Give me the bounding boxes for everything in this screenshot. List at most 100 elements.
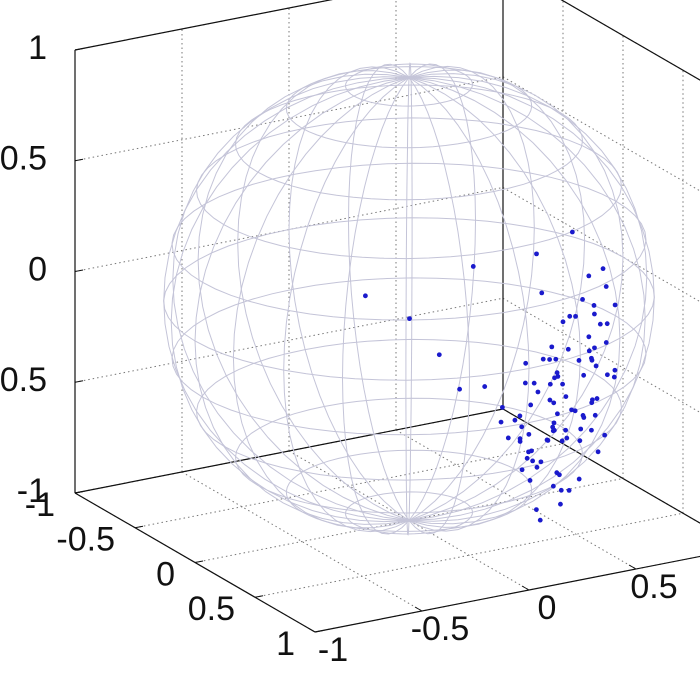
z-tick-label: 0.5	[0, 140, 47, 178]
point	[547, 381, 553, 387]
sphere-wire	[408, 77, 655, 521]
point	[593, 363, 599, 369]
grid-line	[181, 471, 423, 612]
point	[560, 381, 565, 387]
sphere-wire	[408, 73, 624, 521]
y-tick	[134, 525, 144, 529]
point	[500, 404, 505, 410]
grid-line	[502, 187, 700, 303]
point	[569, 407, 574, 413]
point	[527, 478, 533, 483]
point	[550, 424, 556, 430]
grid-line	[134, 443, 564, 529]
point	[519, 424, 525, 430]
grid-line	[194, 478, 624, 563]
grid-line	[254, 512, 684, 598]
point	[540, 356, 546, 362]
point	[604, 372, 610, 378]
point	[586, 348, 592, 354]
y-tick-label: -1	[25, 486, 55, 524]
point	[576, 358, 582, 363]
point	[565, 346, 571, 352]
point	[555, 411, 560, 417]
point	[586, 273, 592, 279]
axis-line	[74, 0, 333, 51]
y-tick	[74, 491, 84, 494]
point	[547, 357, 552, 362]
point	[552, 375, 557, 381]
grid-line	[502, 408, 700, 524]
point	[470, 264, 476, 269]
sphere-wire	[408, 77, 646, 522]
point	[563, 427, 569, 433]
point	[436, 352, 442, 358]
point	[589, 427, 594, 433]
point	[512, 417, 518, 423]
x-tick-label: 0	[538, 589, 557, 627]
point	[517, 439, 523, 444]
point	[534, 251, 539, 257]
point	[589, 355, 594, 361]
y-tick-label: 0	[156, 555, 175, 593]
sphere-wire	[163, 77, 410, 521]
point	[612, 302, 618, 308]
point	[526, 431, 532, 437]
point	[597, 321, 603, 327]
point	[457, 386, 462, 392]
point	[559, 438, 565, 444]
z-tick-label: 0	[28, 250, 47, 288]
point	[407, 316, 412, 322]
point	[592, 311, 597, 317]
point	[547, 397, 553, 403]
point	[519, 467, 525, 473]
point	[591, 303, 597, 308]
point	[549, 344, 555, 350]
sphere-wire	[288, 66, 410, 521]
grid-line	[395, 429, 637, 570]
point	[537, 517, 543, 523]
point	[554, 370, 560, 376]
point	[573, 313, 578, 319]
point	[505, 435, 511, 441]
point	[592, 412, 598, 418]
x-tick-label: 0.5	[630, 568, 677, 606]
sphere-wire	[405, 77, 410, 536]
point	[531, 380, 537, 386]
grid-line	[560, 0, 700, 81]
x-tick	[307, 627, 316, 633]
y-tick	[314, 630, 324, 633]
x-tick-label: -0.5	[411, 610, 470, 648]
sphere-wire	[408, 77, 471, 535]
point	[558, 501, 563, 507]
sphere-wire	[408, 77, 621, 525]
point	[550, 428, 556, 434]
point	[539, 290, 545, 296]
point	[578, 426, 584, 432]
sphere-wire	[172, 76, 410, 521]
point	[611, 374, 617, 380]
sphere-wire	[408, 62, 413, 521]
point	[560, 319, 566, 325]
grid-line	[288, 450, 530, 591]
z-tick-label: 1	[28, 29, 47, 67]
axis-line	[74, 408, 504, 494]
point	[592, 345, 597, 351]
grid-line	[502, 297, 700, 413]
point	[534, 464, 540, 470]
point	[538, 459, 544, 465]
point	[569, 229, 575, 235]
y-tick	[254, 595, 264, 598]
sphere-wire	[237, 70, 410, 521]
grid-line	[74, 76, 504, 162]
point	[566, 488, 572, 493]
z-tick	[74, 269, 84, 272]
point	[557, 472, 562, 478]
point	[553, 356, 559, 362]
sphere-wire	[341, 77, 410, 535]
sphere-wire	[194, 77, 410, 525]
point	[528, 402, 534, 408]
point	[524, 455, 530, 461]
sphere-wire	[408, 69, 586, 521]
point	[603, 340, 609, 345]
point	[600, 266, 606, 272]
